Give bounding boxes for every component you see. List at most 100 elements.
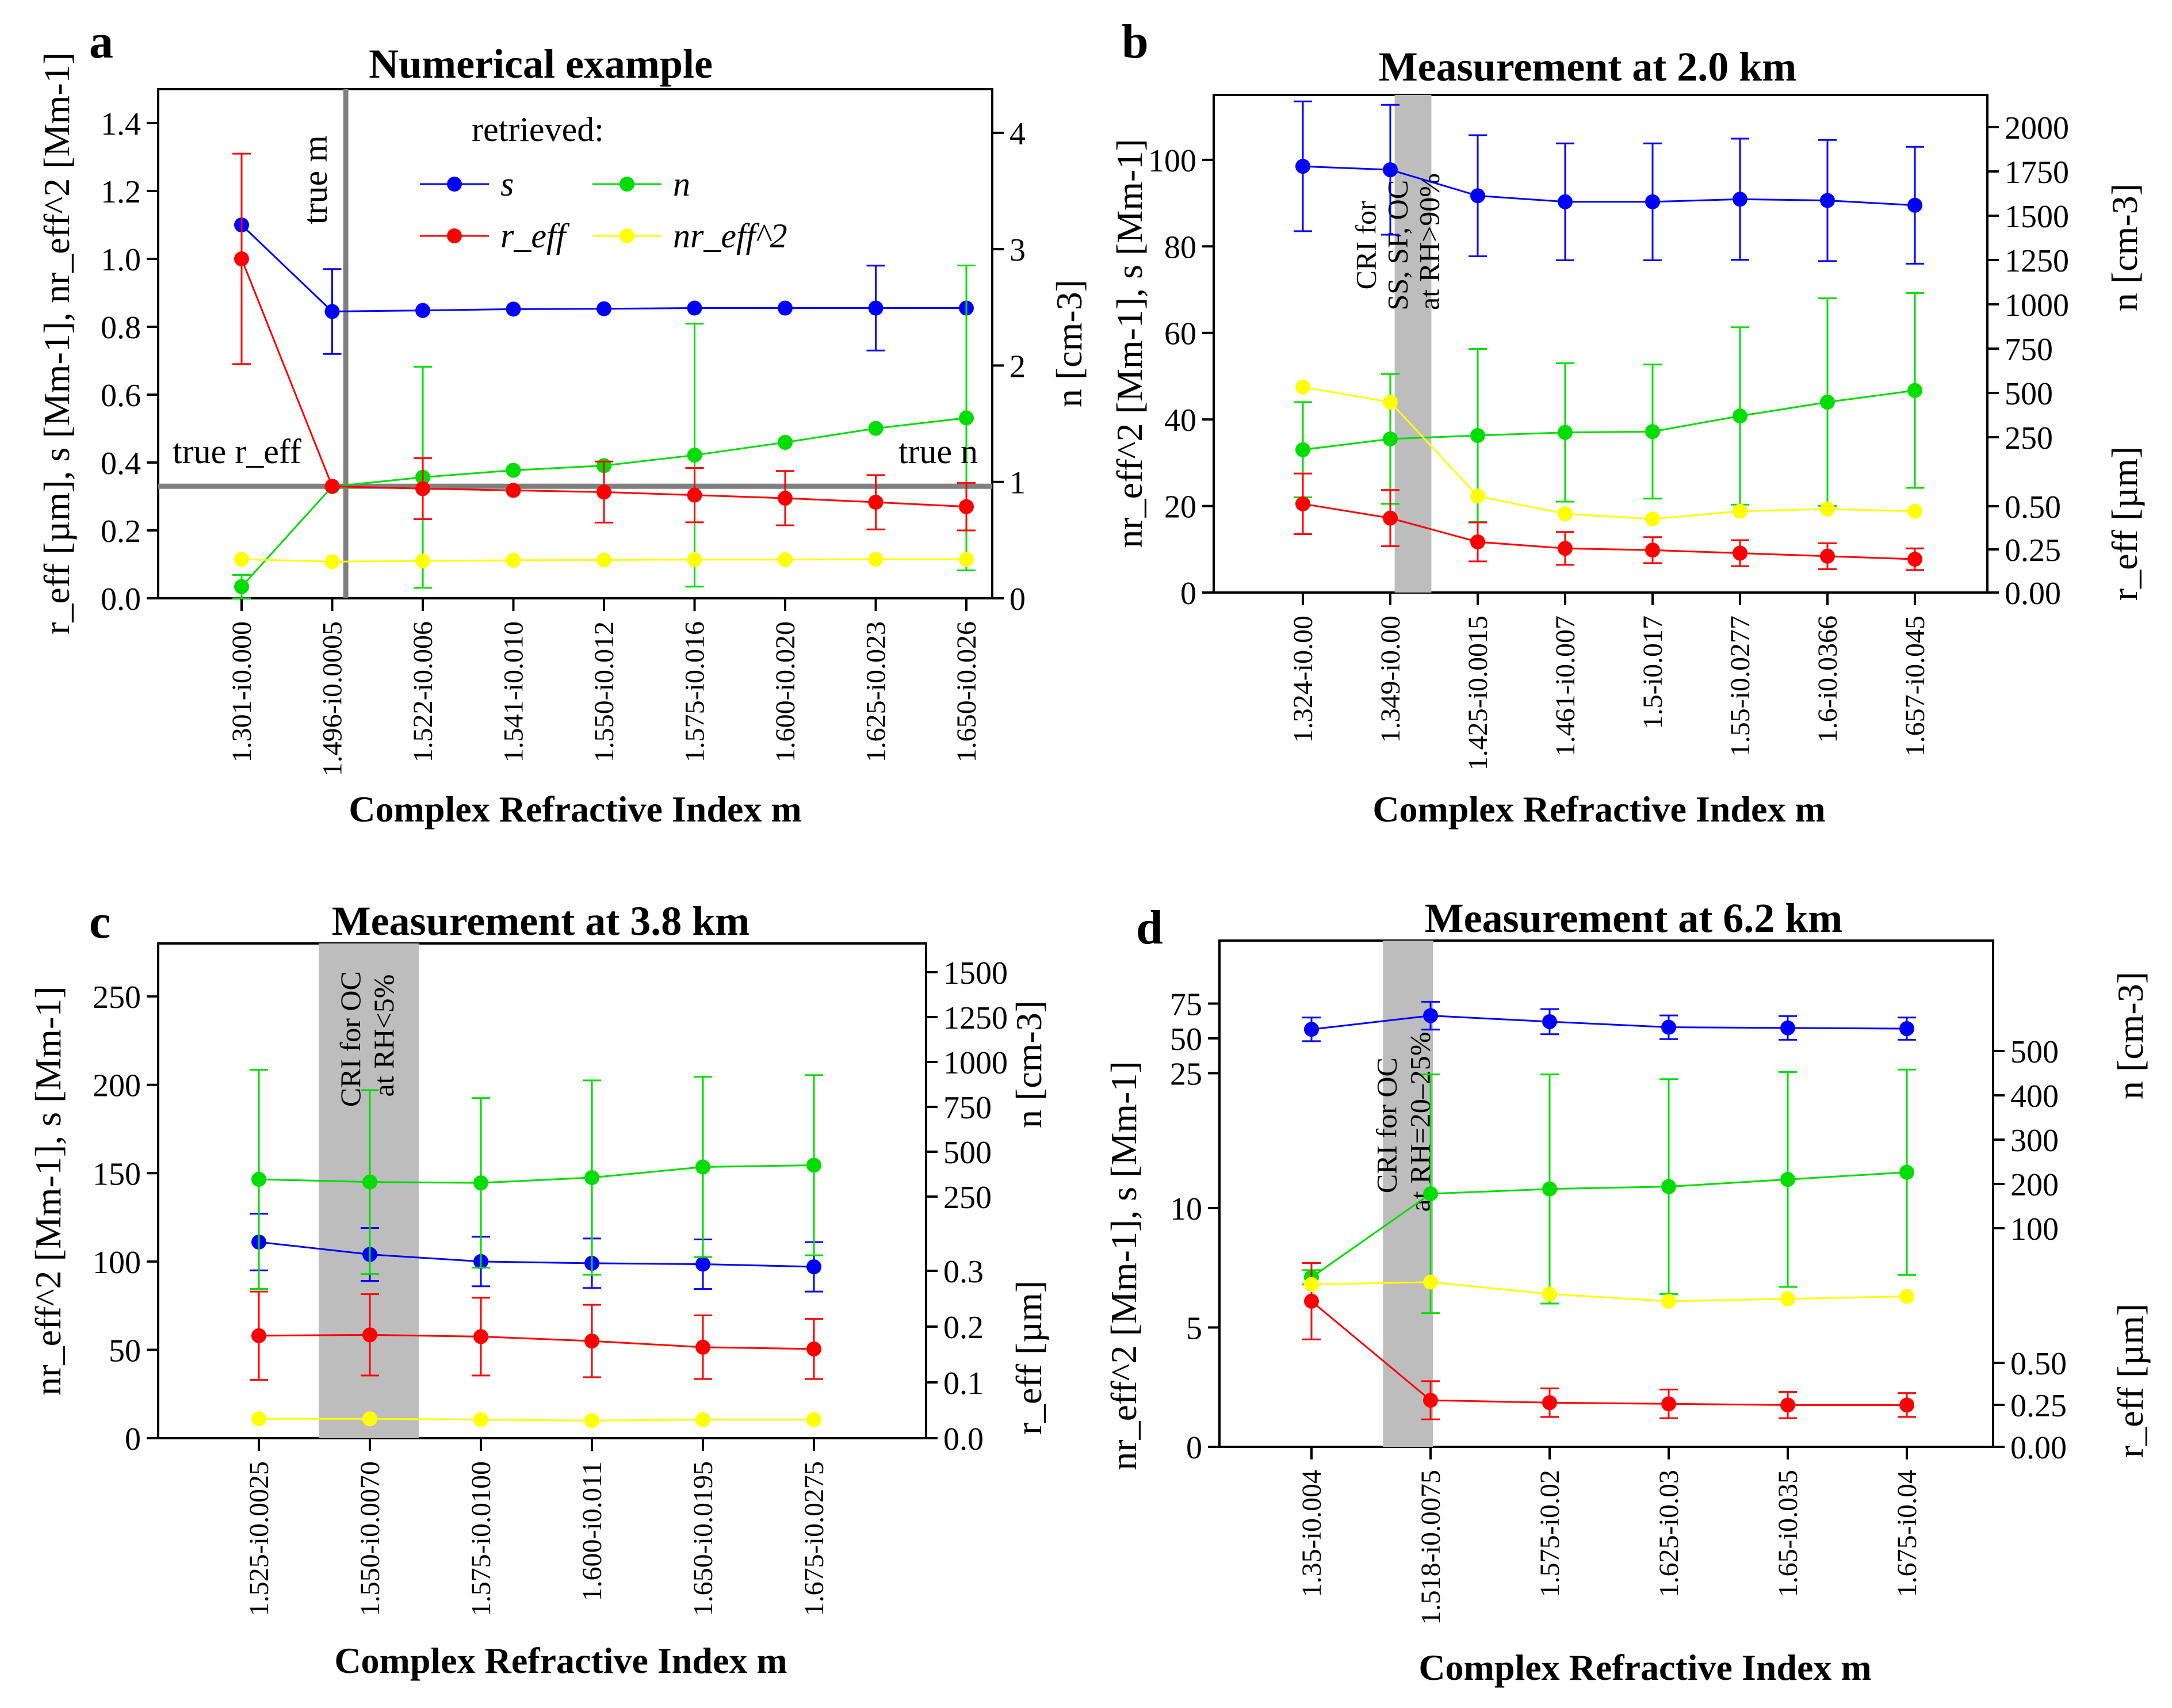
- y-tick-label: 40: [1164, 403, 1196, 438]
- y-tick-label: 750: [943, 1090, 992, 1126]
- data-point-reff: [584, 1333, 599, 1349]
- data-point-reff: [415, 481, 430, 496]
- y-axis-right-title-top: n [cm-3]: [2104, 184, 2145, 311]
- panel-label-d: d: [1136, 901, 1163, 954]
- y-tick-label: 2: [1009, 349, 1026, 384]
- y-axis-right: 0 1 2 3 4: [992, 116, 1026, 617]
- x-tick-label: 1.518-i0.0075: [1416, 1470, 1446, 1625]
- data-point-s: [506, 301, 521, 317]
- series-line-nreff2: [1311, 1281, 1907, 1302]
- chart-title: Measurement at 2.0 km: [1379, 44, 1797, 90]
- y-tick-label: 300: [2010, 1123, 2059, 1159]
- data-point-reff: [1383, 510, 1398, 526]
- x-axis-title: Complex Refractive Index m: [1372, 789, 1825, 830]
- y-tick-label: 1000: [943, 1045, 1008, 1081]
- x-tick-label: 1.575-i0.016: [680, 621, 710, 762]
- series-line-nreff2: [1302, 386, 1915, 520]
- data-point-reff: [1907, 552, 1922, 567]
- series-line-s: [1302, 165, 1915, 207]
- data-point-n: [687, 448, 702, 463]
- y-tick-label: 500: [2010, 1034, 2059, 1070]
- shaded-line-2: SS, SF, OC: [1382, 180, 1414, 311]
- series-line-s: [240, 224, 966, 312]
- annotation-true-reff: true r_eff: [173, 433, 301, 471]
- panel-label-c: c: [89, 895, 110, 949]
- shaded-line-2: at RH<5%: [368, 975, 400, 1097]
- panel-c: c Measurement at 3.8 km CRI for OC at RH…: [28, 895, 1049, 1681]
- data-point-n: [234, 579, 249, 594]
- data-point-reff: [473, 1329, 488, 1344]
- shaded-line-1: CRI for OC: [1371, 1057, 1403, 1193]
- data-point-nreff2: [362, 1411, 377, 1427]
- shaded-band: [319, 943, 419, 1438]
- panel-d: d Measurement at 6.2 km CRI for OC at RH…: [1103, 895, 2151, 1688]
- y-tick-label: 150: [93, 1156, 141, 1192]
- y-tick-label: 3: [1009, 232, 1026, 268]
- y-axis-left-title: nr_eff^2 [Mm-1], s [Mm-1]: [1103, 1061, 1144, 1470]
- y-tick-label: 100: [2010, 1212, 2059, 1247]
- data-point-reff: [778, 490, 793, 506]
- data-point-reff: [324, 479, 340, 494]
- y-tick-label: 20: [1164, 490, 1196, 525]
- x-tick-label: 1.349-i0.00: [1375, 616, 1406, 743]
- y-tick-label: 100: [1148, 143, 1196, 179]
- data-point-s: [868, 300, 884, 316]
- data-point-s: [1295, 159, 1310, 174]
- data-point-reff: [695, 1339, 710, 1355]
- data-point-reff: [1733, 545, 1747, 561]
- data-point-nreff2: [1304, 1277, 1319, 1292]
- x-axis-title: Complex Refractive Index m: [349, 789, 801, 830]
- data-point-nreff2: [234, 552, 249, 567]
- data-point-s: [1558, 194, 1573, 209]
- data-point-n: [1780, 1172, 1795, 1187]
- data-point-n: [584, 1170, 599, 1185]
- y-axis-right: 250 500 750 1000 1250 1500 1750 2000 0.00 0.25 0.5…: [1987, 110, 2069, 612]
- y-axis-left-title: nr_eff^2 [Mm-1], s [Mm-1]: [1109, 139, 1150, 548]
- x-tick-label: 1.675-i0.04: [1892, 1470, 1922, 1597]
- y-tick-label: 0.25: [2010, 1388, 2067, 1424]
- data-point-s: [1733, 192, 1747, 207]
- data-point-s: [1423, 1008, 1438, 1023]
- legend-title: retrieved:: [472, 110, 604, 148]
- data-point-reff: [251, 1328, 266, 1343]
- x-tick-label: 1.657-i0.045: [1900, 616, 1930, 756]
- y-tick-label: 0.2: [943, 1310, 984, 1346]
- data-point-nreff2: [1733, 503, 1747, 519]
- y-tick-label: 1000: [2005, 288, 2069, 323]
- data-point-s: [1645, 194, 1660, 209]
- y-tick-label: 0: [125, 1422, 141, 1457]
- shaded-band-label: CRI for OC at RH<5%: [334, 964, 400, 1107]
- series-line-reff: [1311, 1300, 1907, 1406]
- plot-frame: [1218, 939, 1994, 1448]
- data-point-reff: [1304, 1293, 1319, 1309]
- data-point-s: [1383, 162, 1398, 178]
- data-point-nreff2: [1780, 1291, 1795, 1306]
- y-axis-right: 250 500 750 1000 1250 1500 0.0 0.1 0.2 0.3: [926, 956, 1008, 1457]
- data-point-nreff2: [806, 1412, 821, 1427]
- series-line-n: [1311, 1171, 1907, 1278]
- x-tick-label: 1.675-i0.0275: [799, 1461, 829, 1616]
- y-axis-left-title: nr_eff^2 [Mm-1], s [Mm-1]: [28, 986, 68, 1395]
- data-point-nreff2: [695, 1412, 710, 1427]
- data-point-reff: [806, 1341, 821, 1357]
- data-point-nreff2: [1899, 1289, 1914, 1304]
- data-point-s: [1304, 1022, 1319, 1037]
- data-point-reff: [1542, 1395, 1557, 1411]
- data-point-reff: [1820, 548, 1835, 564]
- y-tick-label: 0.6: [101, 378, 141, 414]
- data-point-n: [1645, 424, 1660, 440]
- y-axis-right-title-top: n [cm-3]: [2110, 972, 2151, 1099]
- data-point-reff: [234, 251, 249, 266]
- y-tick-label: 0.50: [2005, 490, 2061, 525]
- y-tick-label: 4: [1009, 116, 1026, 152]
- y-tick-label: 0.00: [2010, 1430, 2067, 1466]
- shaded-line-3: at RH>90%: [1413, 173, 1446, 310]
- data-point-reff: [1470, 534, 1485, 549]
- data-point-reff: [1645, 542, 1660, 558]
- y-axis-right-title: n [cm-3]: [1049, 280, 1089, 407]
- data-point-n: [1558, 425, 1573, 440]
- legend-marker-n: [620, 177, 634, 192]
- annotation-true-n: true n: [898, 433, 978, 471]
- y-tick-label: 250: [2005, 421, 2053, 456]
- data-point-reff: [868, 495, 884, 510]
